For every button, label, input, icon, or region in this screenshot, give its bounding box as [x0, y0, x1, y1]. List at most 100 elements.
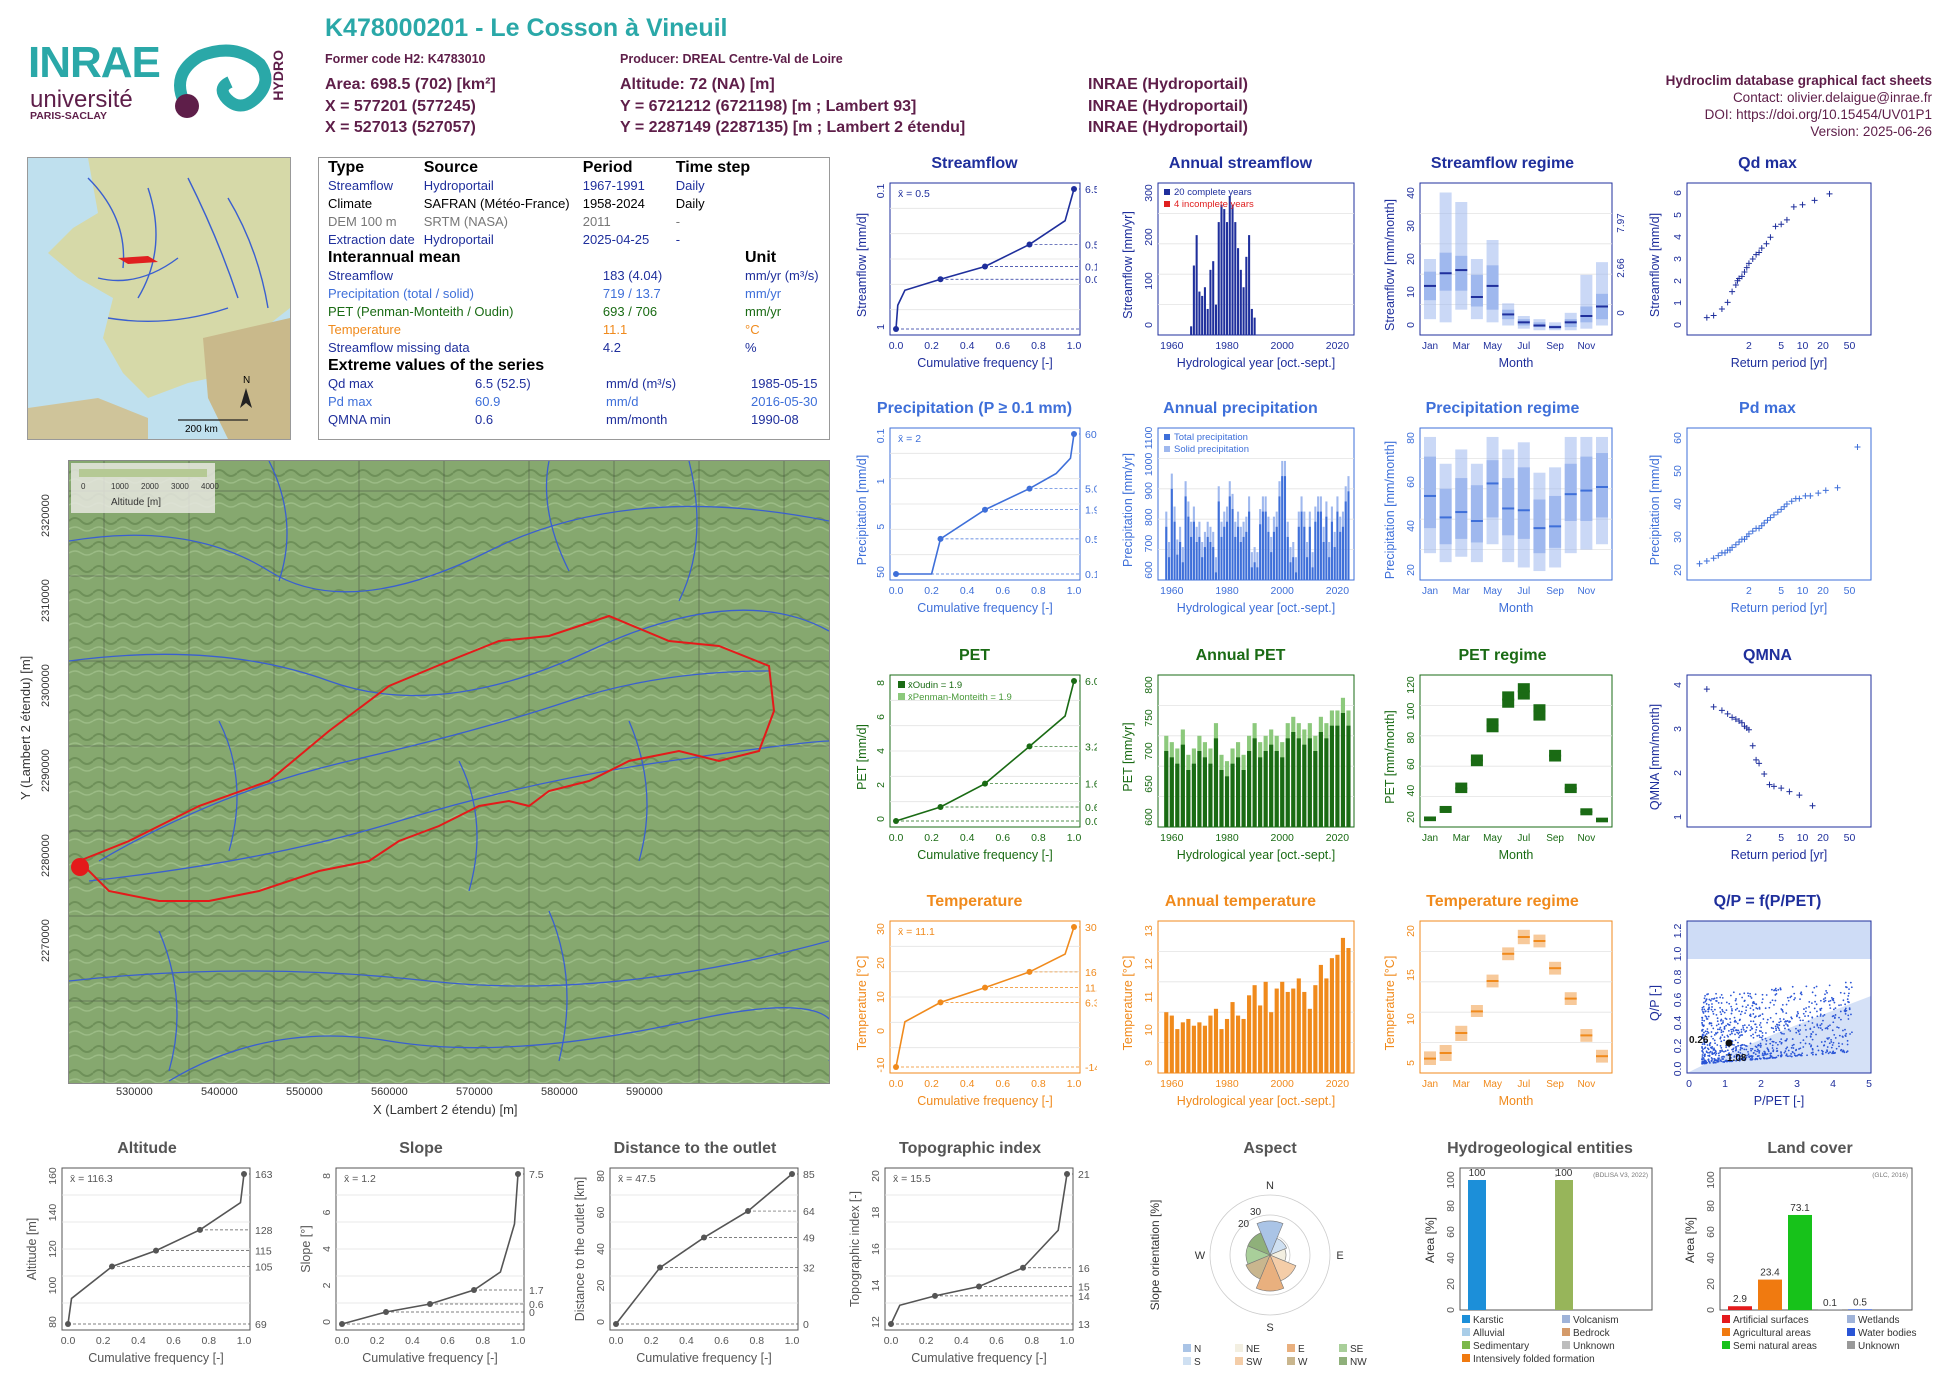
legend-swatch — [1287, 1357, 1295, 1365]
right-tick-label: 16 — [1078, 1263, 1090, 1275]
bar — [1264, 511, 1267, 580]
chart-title: Slope — [399, 1140, 443, 1157]
right-tick-label: 0.0 — [1085, 816, 1097, 828]
right-tick-label: 14 — [1078, 1291, 1090, 1303]
x-tick-label: 0.6 — [995, 832, 1010, 844]
outlet-marker[interactable] — [71, 858, 89, 876]
data-point — [1854, 444, 1861, 450]
bar — [1335, 725, 1340, 827]
data-point — [1778, 785, 1785, 792]
daily-point — [1809, 1011, 1812, 1014]
bar-value: 100 — [1556, 1168, 1573, 1179]
daily-point — [1843, 992, 1846, 995]
daily-point — [1777, 988, 1780, 991]
legend-swatch — [1339, 1344, 1347, 1352]
bar — [1192, 265, 1195, 335]
mean-label: x̄ = 2 — [898, 433, 921, 445]
daily-point — [1781, 1003, 1784, 1006]
daily-point — [1736, 1031, 1739, 1034]
y-tick-label: 40 — [1445, 1252, 1457, 1264]
contact[interactable]: Contact: olivier.delaigue@inrae.fr — [1732, 90, 1932, 105]
doi[interactable]: DOI: https://doi.org/10.15454/UV01P1 — [1704, 107, 1932, 122]
daily-point — [1769, 1054, 1772, 1057]
daily-point — [1739, 1048, 1742, 1051]
daily-point — [1717, 1052, 1720, 1055]
legend-swatch — [1562, 1328, 1570, 1336]
daily-point — [1750, 997, 1753, 999]
daily-point — [1779, 1017, 1781, 1020]
bar — [1168, 557, 1171, 580]
daily-point — [1726, 1023, 1729, 1025]
box-iqr — [1439, 252, 1452, 291]
x-tick-label: 1980 — [1215, 1078, 1239, 1090]
legend-label: NW — [1350, 1357, 1367, 1368]
right-tick-label: 163 — [255, 1169, 272, 1181]
daily-point — [1758, 1006, 1761, 1009]
daily-point — [1805, 1035, 1808, 1038]
daily-point — [1769, 1042, 1772, 1045]
daily-point — [1833, 1052, 1836, 1054]
bar — [1209, 269, 1212, 335]
info-cell: 2011 — [582, 214, 611, 229]
y-tick-label: 1 — [875, 478, 887, 484]
daily-point — [1730, 1008, 1733, 1010]
daily-point — [1722, 1021, 1724, 1024]
daily-point — [1795, 1031, 1798, 1034]
bar — [1214, 304, 1218, 335]
source-1: INRAE (Hydroportail) — [1088, 76, 1248, 93]
compass-label: S — [1266, 1322, 1273, 1334]
daily-point — [1768, 1006, 1771, 1009]
daily-point — [1715, 992, 1717, 995]
daily-point — [1827, 1052, 1830, 1055]
data-point — [1766, 781, 1773, 788]
daily-point — [1740, 1055, 1743, 1058]
info-header-row: Type Source Period Time step — [319, 158, 829, 177]
legend-swatch — [1164, 446, 1170, 452]
x-tick-label: 2000 — [1271, 340, 1295, 352]
daily-point — [1722, 1058, 1725, 1060]
daily-point — [1815, 985, 1818, 988]
daily-point — [1752, 1013, 1755, 1015]
daily-point — [1707, 1003, 1710, 1006]
daily-point — [1832, 1041, 1835, 1044]
y-tick-label: 0 — [875, 816, 887, 822]
catchment-map[interactable]: 0 1000 2000 3000 4000 Altitude [m] — [68, 460, 830, 1084]
daily-point — [1802, 1039, 1805, 1042]
y-axis-label: PET [mm/yr] — [1121, 722, 1135, 791]
right-tick-label: 13 — [1078, 1319, 1090, 1331]
daily-point — [1828, 1042, 1831, 1045]
rose-sector — [1245, 1254, 1271, 1280]
bar — [1274, 988, 1279, 1073]
y-tick-label: 9 — [1143, 1060, 1155, 1066]
y-axis-label: Temperature [°C] — [1121, 956, 1135, 1051]
daily-point — [1822, 1015, 1824, 1017]
daily-point — [1767, 1050, 1770, 1053]
daily-point — [1775, 992, 1778, 995]
daily-point — [1724, 1050, 1727, 1052]
daily-point — [1765, 1043, 1767, 1046]
daily-point — [1797, 1012, 1800, 1015]
daily-point — [1737, 1051, 1740, 1053]
daily-point — [1784, 1050, 1787, 1053]
legend-swatch — [1183, 1344, 1191, 1352]
daily-point — [1742, 1026, 1745, 1029]
info-cell: Daily — [675, 178, 705, 193]
chart-precipitation_regime: Precipitation regime Jan Mar May Jul Sep Nov 20… — [1380, 400, 1625, 615]
right-tick-label: 85 — [803, 1169, 815, 1181]
daily-point — [1804, 1010, 1807, 1013]
bar-secondary — [1214, 557, 1218, 580]
data-point — [1741, 269, 1748, 276]
daily-point — [1835, 1047, 1838, 1050]
rose-sector — [1255, 1254, 1285, 1292]
daily-point — [1825, 990, 1827, 992]
daily-point — [1789, 1055, 1791, 1057]
daily-point — [1703, 1059, 1706, 1062]
daily-point — [1848, 1007, 1851, 1010]
rose-ring — [1229, 1214, 1311, 1296]
daily-point — [1844, 1003, 1847, 1006]
chart-svg: 6.0 3.2 1.6 0.6 0.0 0 2 4 6 8 0.0 0.2 0.4 0.6 0.8 1.0 x̄… — [855, 674, 1097, 862]
daily-point — [1847, 1018, 1850, 1020]
daily-point — [1793, 1052, 1796, 1055]
data-point — [1703, 558, 1710, 564]
x-l93: X = 577201 (577245) — [325, 98, 476, 115]
